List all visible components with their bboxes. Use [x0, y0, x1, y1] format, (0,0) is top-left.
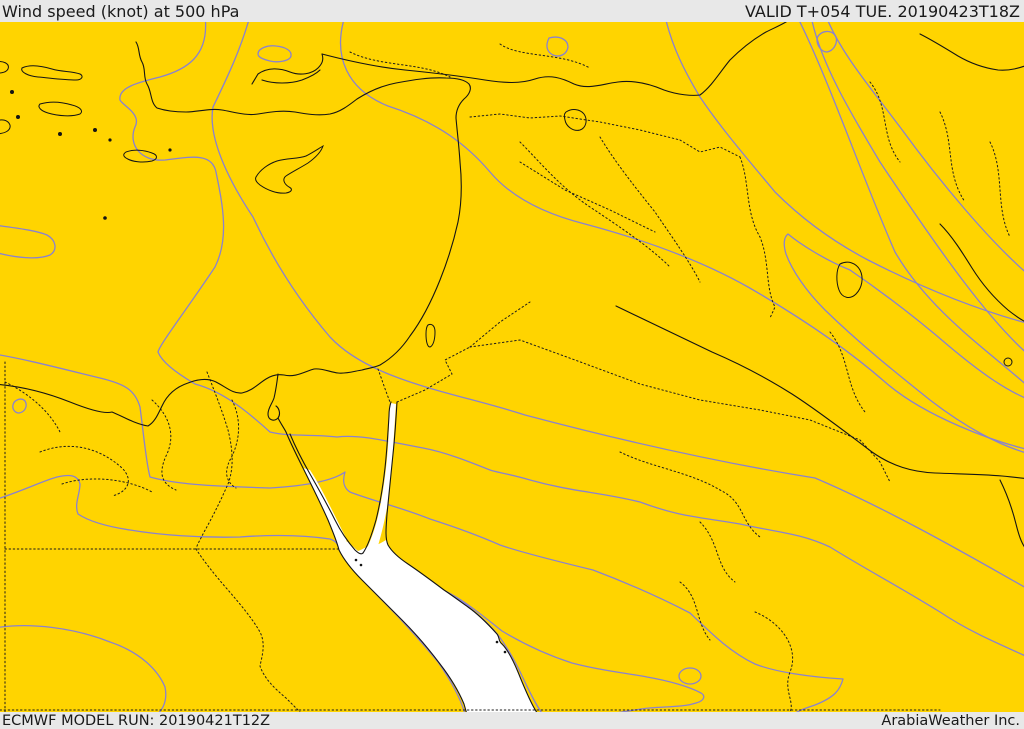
coast-mediterranean [0, 41, 471, 427]
band-cream-speck-south [678, 667, 702, 685]
island-speck-1 [10, 90, 14, 94]
island-speck-4 [58, 132, 62, 136]
island-chios [38, 101, 83, 117]
border-egypt-admin-3 [151, 399, 177, 491]
coast-gulf-south-branch [999, 479, 1024, 548]
island-speck-6 [168, 148, 172, 152]
band-red-orange-blob-northwest [257, 45, 292, 63]
coastlines [0, 22, 1024, 712]
islet-red-sea-1 [354, 558, 358, 562]
band-gold-northeast [811, 22, 1024, 352]
valid-time-label: VALID T+054 TUE. 20190423T18Z [744, 1, 1020, 21]
credit-label: ArabiaWeather Inc. [881, 712, 1020, 729]
island-speck-7 [103, 216, 107, 220]
border-iran-admin-3 [989, 141, 1011, 238]
border-syria-iraq [519, 161, 656, 233]
band-red-orange-blob-north [546, 36, 569, 57]
border-turkey-iraq-iran [679, 139, 741, 158]
island-rhodes [123, 149, 157, 163]
band-yellow-northeast [827, 22, 1024, 272]
coast-caspian-south [939, 223, 1024, 322]
coast-caspian-north [919, 33, 1024, 71]
band-white-red-sea [339, 540, 537, 712]
river-euphrates [519, 141, 671, 268]
border-iran-admin-2 [939, 111, 966, 203]
border-egypt-admin-2 [61, 478, 153, 493]
border-saudi-admin-1 [619, 451, 761, 538]
map-canvas [0, 22, 1024, 712]
border-iraq-saudi [469, 339, 891, 483]
island-speck-5 [108, 138, 112, 142]
islet-red-sea-3 [495, 640, 499, 644]
border-jordan-saudi [396, 346, 471, 403]
border-egypt-admin-4 [226, 399, 240, 489]
band-white-gulf-of-suez [303, 468, 347, 550]
islet-red-sea-2 [359, 563, 363, 567]
island-speck-3 [93, 128, 97, 132]
border-iran-admin-4 [829, 331, 866, 413]
border-saudi-admin-2 [699, 521, 736, 583]
border-jordan-iraq [469, 301, 531, 348]
band-dark-orange-region [339, 22, 1024, 450]
lake-east-edge [1003, 357, 1013, 367]
band-amber-region [119, 22, 1024, 657]
island-lesbos [21, 65, 83, 81]
coast-arabia-red-sea [385, 401, 538, 712]
river-nile-sudan [195, 548, 301, 712]
border-egypt-admin-1 [39, 445, 129, 497]
dead-sea [425, 323, 436, 348]
border-saudi-admin-4 [679, 581, 711, 641]
coast-sinai-west [289, 433, 364, 555]
band-cream-speck-west [12, 398, 27, 414]
lake-urmia [836, 261, 863, 298]
band-cream-tongue-east [444, 590, 705, 712]
coast-marmara [251, 53, 324, 85]
header-bar: Wind speed (knot) at 500 hPa VALID T+054… [0, 0, 1024, 22]
band-orange-region [211, 22, 1024, 588]
band-gold-base [0, 22, 1024, 712]
band-cream-teardrop-northeast [816, 30, 838, 53]
band-red-orange-core [783, 233, 1024, 453]
lake-tuz [563, 109, 587, 131]
band-white-gulf-of-aqaba [367, 403, 396, 552]
border-iran-admin-1 [869, 81, 901, 163]
river-nile-egypt [195, 371, 233, 550]
wind-speed-contour-map [0, 22, 1024, 712]
islet-red-sea-4 [503, 650, 507, 654]
border-turkey-syria [469, 113, 681, 141]
border-libya-admin [4, 381, 61, 433]
band-yellow-southwest [0, 354, 844, 712]
island-west-edge-1 [0, 119, 11, 135]
coast-sinai-east [362, 401, 392, 554]
coast-suez-red-sea-west [267, 373, 467, 712]
coast-persian-gulf [615, 305, 1024, 479]
dotted-borders [0, 43, 1011, 712]
wind-speed-bands [0, 22, 1024, 712]
band-yellow-west-pocket [0, 225, 56, 259]
border-iran-iraq [739, 156, 776, 319]
coast-black-sea [321, 22, 788, 96]
border-turkey-admin-2 [499, 43, 591, 69]
model-run-label: ECMWF MODEL RUN: 20190421T12Z [2, 712, 271, 729]
island-cyprus [255, 144, 324, 194]
map-title: Wind speed (knot) at 500 hPa [2, 1, 240, 21]
footer-bar: ECMWF MODEL RUN: 20190421T12Z ArabiaWeat… [0, 712, 1024, 729]
border-saudi-admin-3 [754, 611, 794, 712]
island-west-edge-2 [0, 61, 9, 74]
island-speck-2 [16, 115, 20, 119]
border-israel-egypt [377, 368, 391, 403]
